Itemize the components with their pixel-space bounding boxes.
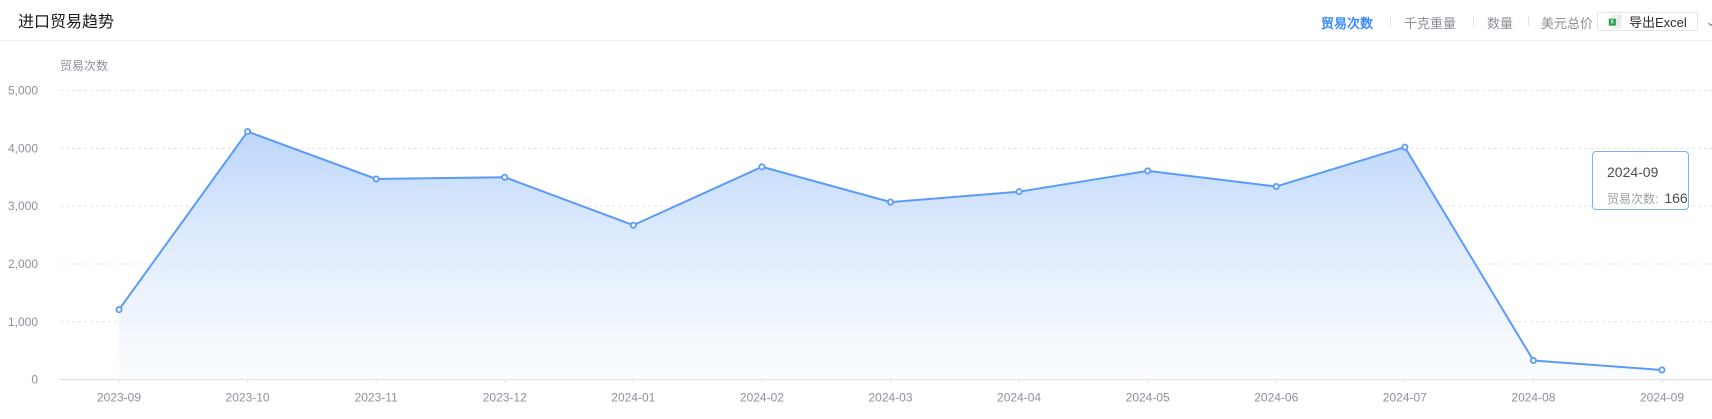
svg-text:2024-06: 2024-06	[1254, 391, 1298, 405]
svg-text:5,000: 5,000	[8, 84, 38, 98]
svg-text:X: X	[1610, 19, 1614, 25]
svg-text:2024-07: 2024-07	[1383, 391, 1427, 405]
svg-text:1,000: 1,000	[8, 315, 38, 329]
svg-text:2024-01: 2024-01	[611, 391, 655, 405]
svg-text:3,000: 3,000	[8, 199, 38, 213]
svg-text:2023-12: 2023-12	[483, 391, 527, 405]
svg-text:2023-10: 2023-10	[226, 391, 270, 405]
svg-text:2024-02: 2024-02	[740, 391, 784, 405]
svg-text:2024-04: 2024-04	[997, 391, 1041, 405]
svg-text:2024-08: 2024-08	[1511, 391, 1555, 405]
svg-text:2024-03: 2024-03	[868, 391, 912, 405]
svg-text:4,000: 4,000	[8, 141, 38, 155]
svg-text:2024-09: 2024-09	[1640, 391, 1684, 405]
svg-text:2,000: 2,000	[8, 257, 38, 271]
svg-text:2023-11: 2023-11	[355, 391, 398, 405]
svg-text:2024-05: 2024-05	[1126, 391, 1170, 405]
svg-text:2023-09: 2023-09	[97, 391, 141, 405]
svg-text:0: 0	[31, 373, 38, 387]
